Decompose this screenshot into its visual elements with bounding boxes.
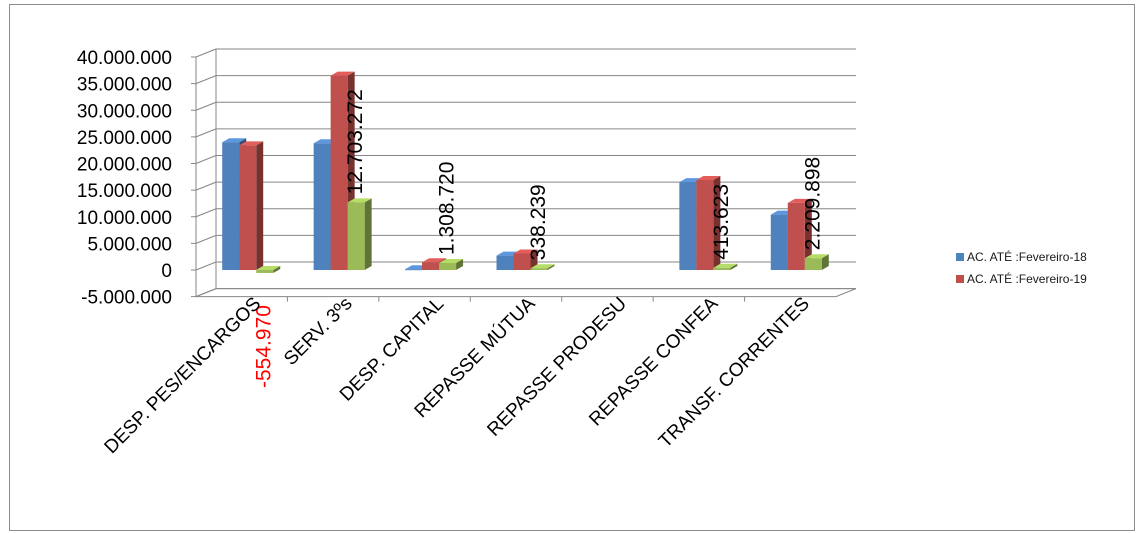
gridline-side (195, 208, 217, 218)
legend-item-fevereiro-19: AC. ATÉ :Fevereiro-19 (956, 272, 1087, 286)
bar-top (422, 258, 447, 263)
bar-side (364, 198, 372, 270)
y-tick-label: 40.000.000 (77, 48, 172, 69)
bar-top (696, 176, 721, 181)
bar-front (679, 182, 697, 270)
bar-front (422, 262, 440, 270)
legend-label-fevereiro-18: AC. ATÉ :Fevereiro-18 (967, 250, 1087, 264)
bar-front (713, 267, 731, 270)
data-labels: -554.970 12.703.272 1.308.720 338.239 413.62… (253, 89, 825, 388)
y-tick-label: 5.000.000 (87, 234, 172, 255)
bar-side (256, 141, 264, 270)
bar (787, 198, 812, 270)
bar-front (770, 214, 788, 270)
bars (222, 71, 829, 273)
y-tick-label: -5.000.000 (81, 288, 172, 309)
x-tick-label: SERV. 3ºs (280, 293, 357, 370)
bar-front (405, 269, 423, 271)
gridline-side (195, 75, 217, 85)
data-label: 1.308.720 (436, 162, 459, 255)
bar-side (456, 259, 464, 270)
legend-item-fevereiro-18: AC. ATÉ :Fevereiro-18 (956, 250, 1087, 264)
bar (256, 266, 281, 273)
bar (696, 176, 721, 270)
bar (530, 264, 555, 270)
bar (804, 254, 829, 270)
bar-front (439, 263, 457, 270)
data-label: 338.239 (527, 184, 550, 260)
bar-top (256, 266, 281, 270)
gridline-side (195, 261, 217, 271)
bar-top (439, 259, 464, 264)
y-tick-label: 20.000.000 (77, 155, 172, 176)
y-tick-label: 30.000.000 (77, 101, 172, 122)
bar-front (804, 258, 822, 270)
gridline-side (195, 128, 217, 138)
bar-top (222, 138, 247, 143)
x-tick-label: DESP. PES/ENCARGOS (101, 293, 266, 458)
data-label: 12.703.272 (344, 89, 367, 194)
y-tick-label: 15.000.000 (77, 181, 172, 202)
axes: -5.000.000 0 5.000.000 10.000.000 15.000.000… (77, 48, 857, 309)
bar-side (730, 263, 738, 270)
bar (347, 198, 372, 270)
gridline-side (195, 48, 217, 58)
y-tick-label: 35.000.000 (77, 75, 172, 96)
data-label: 413.623 (710, 184, 733, 260)
bar-front (787, 202, 805, 270)
bar-side (821, 254, 829, 270)
y-tick-label: 0 (161, 261, 172, 282)
gridline-side (195, 181, 217, 191)
bar-top (530, 264, 555, 269)
bar-side (804, 198, 812, 270)
bar-top (713, 263, 738, 268)
gridline-side (195, 155, 217, 164)
bar-front (696, 180, 714, 270)
bar-side (713, 176, 721, 270)
legend-label-fevereiro-19: AC. ATÉ :Fevereiro-19 (967, 272, 1087, 286)
data-label: 2.209.898 (801, 157, 824, 250)
legend-swatch-red (956, 275, 964, 283)
legend-swatch-blue (956, 253, 964, 261)
bar (439, 259, 464, 270)
bar-top (330, 71, 355, 76)
y-tick-label: 25.000.000 (77, 128, 172, 149)
y-tick-label: 10.000.000 (77, 208, 172, 229)
bar (239, 141, 264, 270)
bar-top (804, 254, 829, 259)
bar-front (347, 202, 365, 270)
bar-front (239, 145, 257, 270)
bar-front (496, 255, 514, 270)
bar-top (347, 198, 372, 203)
bar-front (530, 268, 548, 270)
bar (713, 263, 738, 270)
bar-front (313, 143, 331, 270)
bar-side (530, 249, 538, 270)
x-tick-label: TRANSF. CORRENTES (655, 293, 814, 452)
gridline-side (195, 234, 217, 244)
data-label: -554.970 (253, 305, 276, 388)
bar (513, 249, 538, 270)
bar-front (513, 253, 531, 270)
bar-front (222, 142, 240, 270)
chart-floor (195, 288, 857, 298)
chart-frame (9, 4, 1135, 531)
bar-front (256, 270, 274, 273)
gridline-side (195, 101, 217, 111)
bar-top (239, 141, 264, 146)
bar-top (513, 249, 538, 254)
bar-side (273, 266, 281, 273)
bar-front (330, 75, 348, 270)
bar-top (787, 198, 812, 203)
bar-side (547, 264, 555, 270)
